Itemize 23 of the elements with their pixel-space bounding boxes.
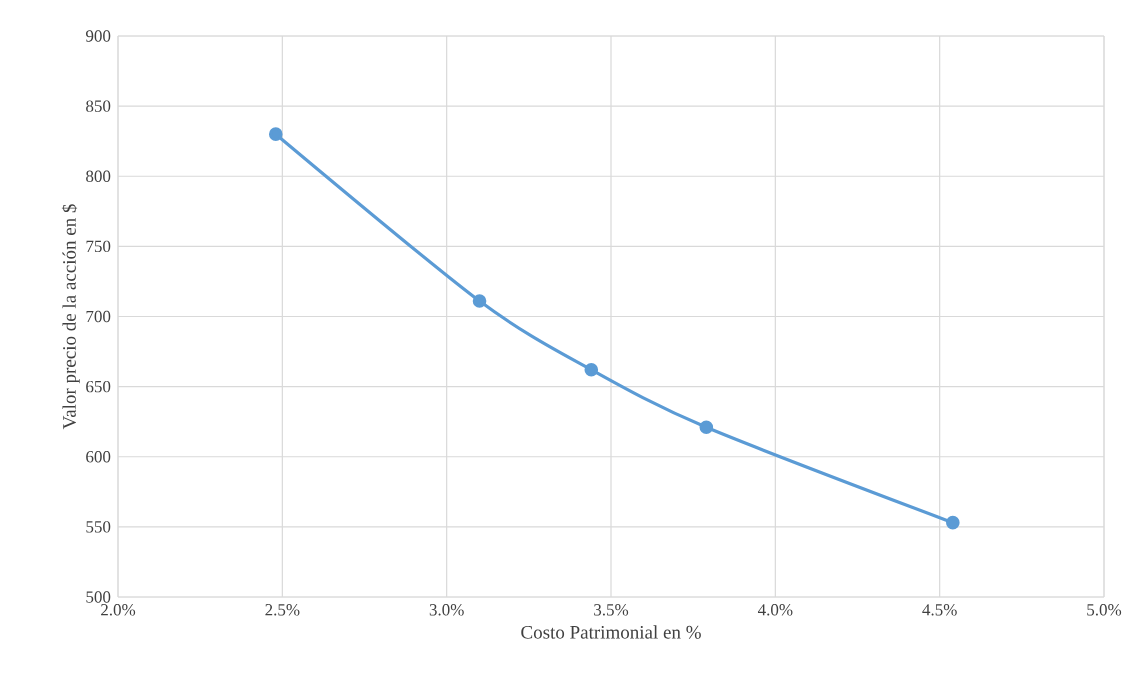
- x-tick-label: 3.0%: [429, 604, 464, 616]
- point: [584, 362, 599, 377]
- x-tick-label: 4.0%: [757, 604, 793, 616]
- x-tick-label: 2.0%: [101, 604, 136, 616]
- y-tick-label: 800: [86, 170, 111, 182]
- y-axis-title: Valor precio de la acción en $: [61, 204, 80, 430]
- x-axis-title: Costo Patrimonial en %: [521, 625, 701, 639]
- point: [472, 294, 487, 308]
- point: [268, 127, 283, 141]
- y-tick-label: 550: [86, 521, 111, 533]
- y-tick-label: 500: [86, 591, 111, 603]
- y-tick-label: 600: [86, 451, 111, 463]
- y-tick-label: 700: [86, 310, 111, 323]
- y-tick-label: 650: [86, 380, 111, 393]
- point: [699, 420, 714, 435]
- x-tick-label: 5.0%: [1087, 604, 1122, 616]
- x-tick-label: 3.5%: [594, 604, 629, 616]
- y-tick-label: 750: [86, 240, 111, 253]
- point: [946, 515, 960, 530]
- y-tick-label: 850: [86, 100, 111, 112]
- x-tick-label: 2.5%: [265, 604, 300, 616]
- x-tick-label: 4.5%: [922, 604, 957, 616]
- y-tick-label: 900: [85, 30, 111, 42]
